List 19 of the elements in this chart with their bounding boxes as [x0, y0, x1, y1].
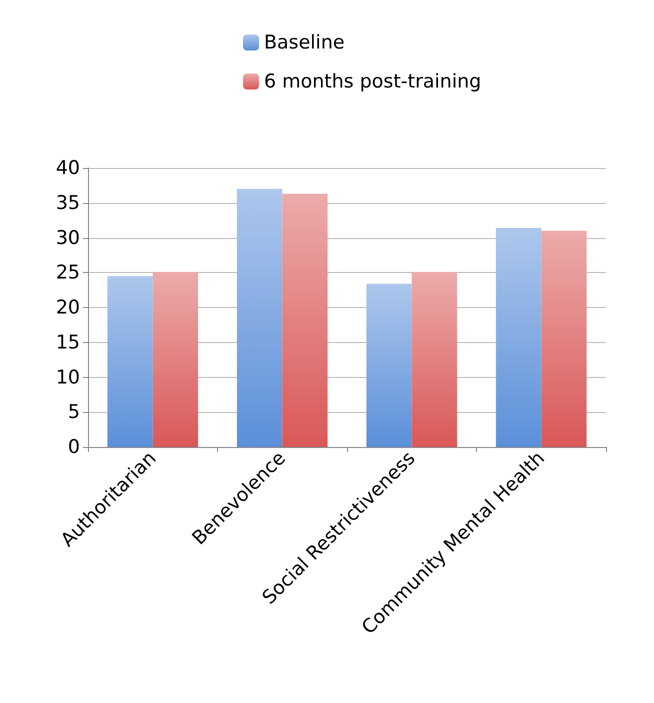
bar	[152, 272, 198, 447]
bar	[412, 272, 458, 447]
bar	[541, 230, 587, 447]
y-tick-label: 5	[68, 401, 80, 424]
y-tick-label: 10	[56, 366, 80, 388]
bar	[236, 188, 282, 447]
y-tick-label: 30	[56, 226, 80, 249]
y-tick-label: 40	[56, 157, 80, 179]
legend-label: 6 months post-training	[264, 70, 482, 92]
y-tick-label: 20	[56, 296, 80, 318]
y-tick-label: 15	[56, 331, 80, 354]
bar	[107, 276, 153, 447]
y-tick-label: 35	[56, 192, 80, 214]
bar	[366, 284, 412, 447]
y-tick-label: 25	[56, 262, 80, 284]
y-tick-label: 0	[68, 436, 80, 458]
bar	[282, 194, 328, 447]
bar	[496, 228, 542, 447]
legend-label: Baseline	[264, 32, 345, 54]
